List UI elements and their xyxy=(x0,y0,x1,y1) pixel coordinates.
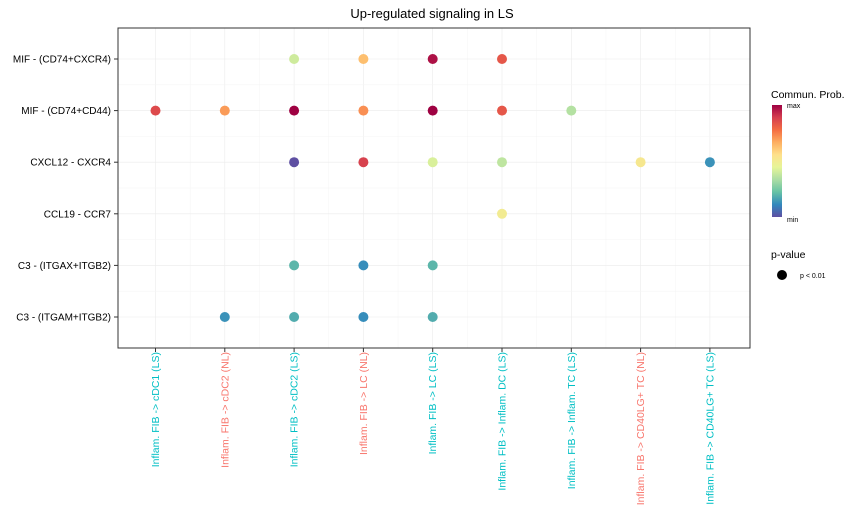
data-point xyxy=(566,105,577,116)
x-tick-label: Inflam. FIB -> CD40LG+ TC (LS) xyxy=(704,352,716,505)
y-tick-label: MIF - (CD74+CD44) xyxy=(21,106,111,117)
data-point xyxy=(358,157,369,168)
data-point xyxy=(427,54,438,64)
legend-color-max: max xyxy=(787,103,801,110)
data-point xyxy=(427,312,438,322)
data-point xyxy=(219,105,230,116)
data-point xyxy=(497,208,507,219)
y-tick-label: MIF - (CD74+CXCR4) xyxy=(13,55,111,66)
legend-color-min: min xyxy=(787,217,798,224)
data-point xyxy=(289,105,300,116)
legend-size-label: p < 0.01 xyxy=(800,273,826,280)
x-tick-label: Inflam. FIB -> Inflam. TC (LS) xyxy=(566,352,578,489)
data-point xyxy=(427,105,438,116)
data-point xyxy=(358,312,369,322)
data-point xyxy=(358,105,369,116)
points-layer xyxy=(150,54,715,322)
x-tick-label: Inflam. FIB -> cDC1 (LS) xyxy=(150,352,162,467)
y-tick-label: CCL19 - CCR7 xyxy=(44,209,112,220)
data-point xyxy=(289,260,300,271)
x-tick-label: Inflam. FIB -> Inflam. DC (LS) xyxy=(497,352,509,491)
chart-title: Up-regulated signaling in LS xyxy=(350,6,514,21)
data-point xyxy=(704,157,715,168)
x-axis: Inflam. FIB -> cDC1 (LS) Inflam. FIB -> c… xyxy=(150,348,716,505)
x-tick-label: Inflam. FIB -> CD40LG+ TC (NL) xyxy=(635,352,647,505)
data-point xyxy=(427,157,438,168)
legend-size-title: p-value xyxy=(771,249,806,261)
x-tick-label: Inflam. FIB -> LC (LS) xyxy=(427,352,439,454)
legend-colorbar xyxy=(772,105,782,217)
data-point xyxy=(427,260,438,271)
data-point xyxy=(358,54,369,64)
y-axis: MIF - (CD74+CXCR4) MIF - (CD74+CD44) CXCL1… xyxy=(13,55,118,324)
data-point xyxy=(289,157,300,168)
legend-color-title: Commun. Prob. xyxy=(771,89,845,101)
legend: Commun. Prob. max min p-value p < 0.01 xyxy=(771,89,845,280)
x-tick-label: Inflam. FIB -> cDC2 (NL) xyxy=(219,352,231,468)
y-tick-label: CXCL12 - CXCR4 xyxy=(30,158,111,169)
legend-size-dot xyxy=(777,270,787,280)
data-point xyxy=(219,312,230,322)
data-point xyxy=(635,157,646,168)
x-tick-label: Inflam. FIB -> cDC2 (LS) xyxy=(289,352,301,467)
data-point xyxy=(150,105,161,116)
x-tick-label: Inflam. FIB -> LC (NL) xyxy=(358,352,370,455)
data-point xyxy=(497,157,507,168)
panel-border xyxy=(117,27,751,349)
y-tick-label: C3 - (ITGAM+ITGB2) xyxy=(16,313,111,324)
y-tick-label: C3 - (ITGAX+ITGB2) xyxy=(18,261,111,272)
data-point xyxy=(358,260,369,271)
data-point xyxy=(497,105,507,116)
grid-layer xyxy=(118,28,750,348)
data-point xyxy=(497,54,507,64)
data-point xyxy=(289,54,300,64)
data-point xyxy=(289,312,300,322)
